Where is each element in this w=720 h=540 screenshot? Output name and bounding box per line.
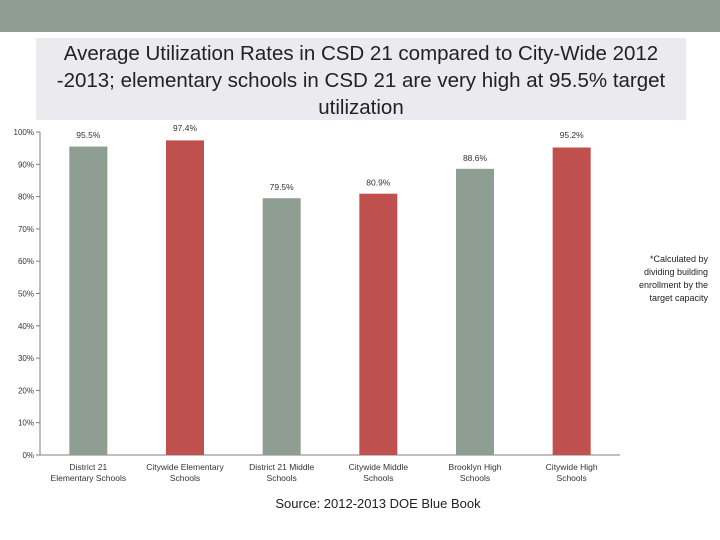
bar [359, 193, 398, 455]
y-tick-label: 20% [18, 386, 34, 395]
category-label: District 21 [69, 462, 107, 472]
category-label: District 21 Middle [249, 462, 314, 472]
y-tick-label: 100% [14, 128, 34, 137]
category-label: Schools [363, 473, 393, 483]
category-label: Citywide High [546, 462, 598, 472]
title-background [36, 38, 686, 120]
data-label: 80.9% [366, 178, 391, 188]
data-label: 95.5% [76, 130, 101, 140]
bar [69, 146, 108, 455]
category-label: Brooklyn High [449, 462, 502, 472]
y-tick-label: 90% [18, 160, 34, 169]
data-label: 88.6% [463, 153, 488, 163]
category-label: Schools [460, 473, 490, 483]
y-tick-label: 70% [18, 225, 34, 234]
source-caption: Source: 2012-2013 DOE Blue Book [275, 496, 481, 511]
top-banner [0, 0, 720, 32]
data-label: 95.2% [560, 130, 585, 140]
y-tick-label: 0% [22, 451, 34, 460]
footnote: *Calculated by dividing building enrollm… [638, 254, 708, 303]
bar [166, 140, 204, 455]
category-label: Schools [170, 473, 200, 483]
category-label: Elementary Schools [51, 473, 127, 483]
y-tick-label: 50% [18, 290, 34, 299]
bar [552, 147, 591, 455]
y-tick-label: 80% [18, 193, 34, 202]
y-tick-label: 60% [18, 257, 34, 266]
category-label: Schools [267, 473, 297, 483]
y-tick-label: 30% [18, 354, 34, 363]
chart-title: Average Utilization Rates in CSD 21 comp… [56, 42, 666, 119]
category-label: Citywide Elementary [146, 462, 224, 472]
y-tick-label: 10% [18, 419, 34, 428]
data-label: 79.5% [270, 182, 295, 192]
category-label: Schools [557, 473, 587, 483]
bar [456, 168, 494, 455]
bar [262, 198, 301, 455]
y-tick-label: 40% [18, 322, 34, 331]
category-label: Citywide Middle [349, 462, 409, 472]
data-label: 97.4% [173, 123, 198, 133]
